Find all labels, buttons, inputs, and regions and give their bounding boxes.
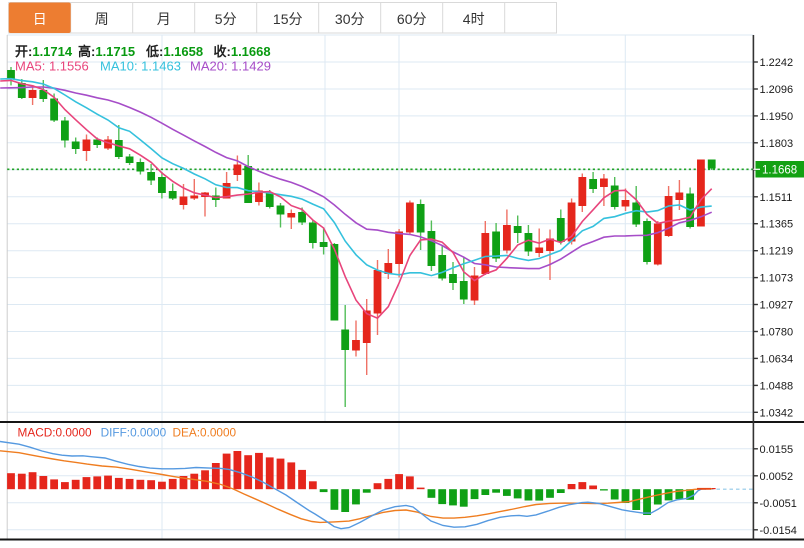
svg-text:收:1.1668: 收:1.1668 <box>214 44 271 59</box>
svg-text:0.0052: 0.0052 <box>760 471 794 483</box>
svg-text:日: 日 <box>33 11 47 27</box>
svg-text:1.0780: 1.0780 <box>760 327 794 339</box>
svg-text:15分: 15分 <box>273 11 303 27</box>
svg-text:MA5: 1.1556: MA5: 1.1556 <box>15 59 89 74</box>
svg-text:1.1511: 1.1511 <box>760 192 793 204</box>
svg-text:30分: 30分 <box>335 11 365 27</box>
svg-text:1.0488: 1.0488 <box>760 380 794 392</box>
svg-text:-0.0051: -0.0051 <box>760 498 797 510</box>
svg-text:MA10: 1.1463: MA10: 1.1463 <box>100 59 181 74</box>
svg-text:DEA:0.0000: DEA:0.0000 <box>173 426 237 440</box>
svg-text:1.1950: 1.1950 <box>760 111 794 123</box>
svg-text:1.1803: 1.1803 <box>760 138 794 150</box>
svg-text:1.2096: 1.2096 <box>760 84 794 96</box>
svg-text:5分: 5分 <box>215 11 237 27</box>
svg-text:月: 月 <box>157 11 171 27</box>
svg-text:1.1668: 1.1668 <box>762 165 797 177</box>
svg-text:-0.0154: -0.0154 <box>760 525 797 537</box>
svg-text:周: 周 <box>95 11 109 27</box>
svg-text:低:1.1658: 低:1.1658 <box>145 44 203 59</box>
svg-text:4时: 4时 <box>463 11 485 27</box>
svg-text:开:1.1714: 开:1.1714 <box>15 44 73 59</box>
svg-text:MA20: 1.1429: MA20: 1.1429 <box>190 59 271 74</box>
svg-text:1.0927: 1.0927 <box>760 300 794 312</box>
svg-text:MACD:0.0000: MACD:0.0000 <box>18 426 93 440</box>
svg-text:DIFF:0.0000: DIFF:0.0000 <box>101 426 167 440</box>
svg-text:60分: 60分 <box>397 11 427 27</box>
svg-text:1.2242: 1.2242 <box>760 57 794 69</box>
svg-text:1.0634: 1.0634 <box>760 353 794 365</box>
svg-text:高:1.1715: 高:1.1715 <box>78 44 135 59</box>
svg-text:1.1365: 1.1365 <box>760 219 794 231</box>
svg-text:1.1219: 1.1219 <box>760 246 794 258</box>
svg-text:1.1073: 1.1073 <box>760 273 794 285</box>
svg-text:0.0155: 0.0155 <box>760 444 794 456</box>
svg-text:1.0342: 1.0342 <box>760 407 794 419</box>
